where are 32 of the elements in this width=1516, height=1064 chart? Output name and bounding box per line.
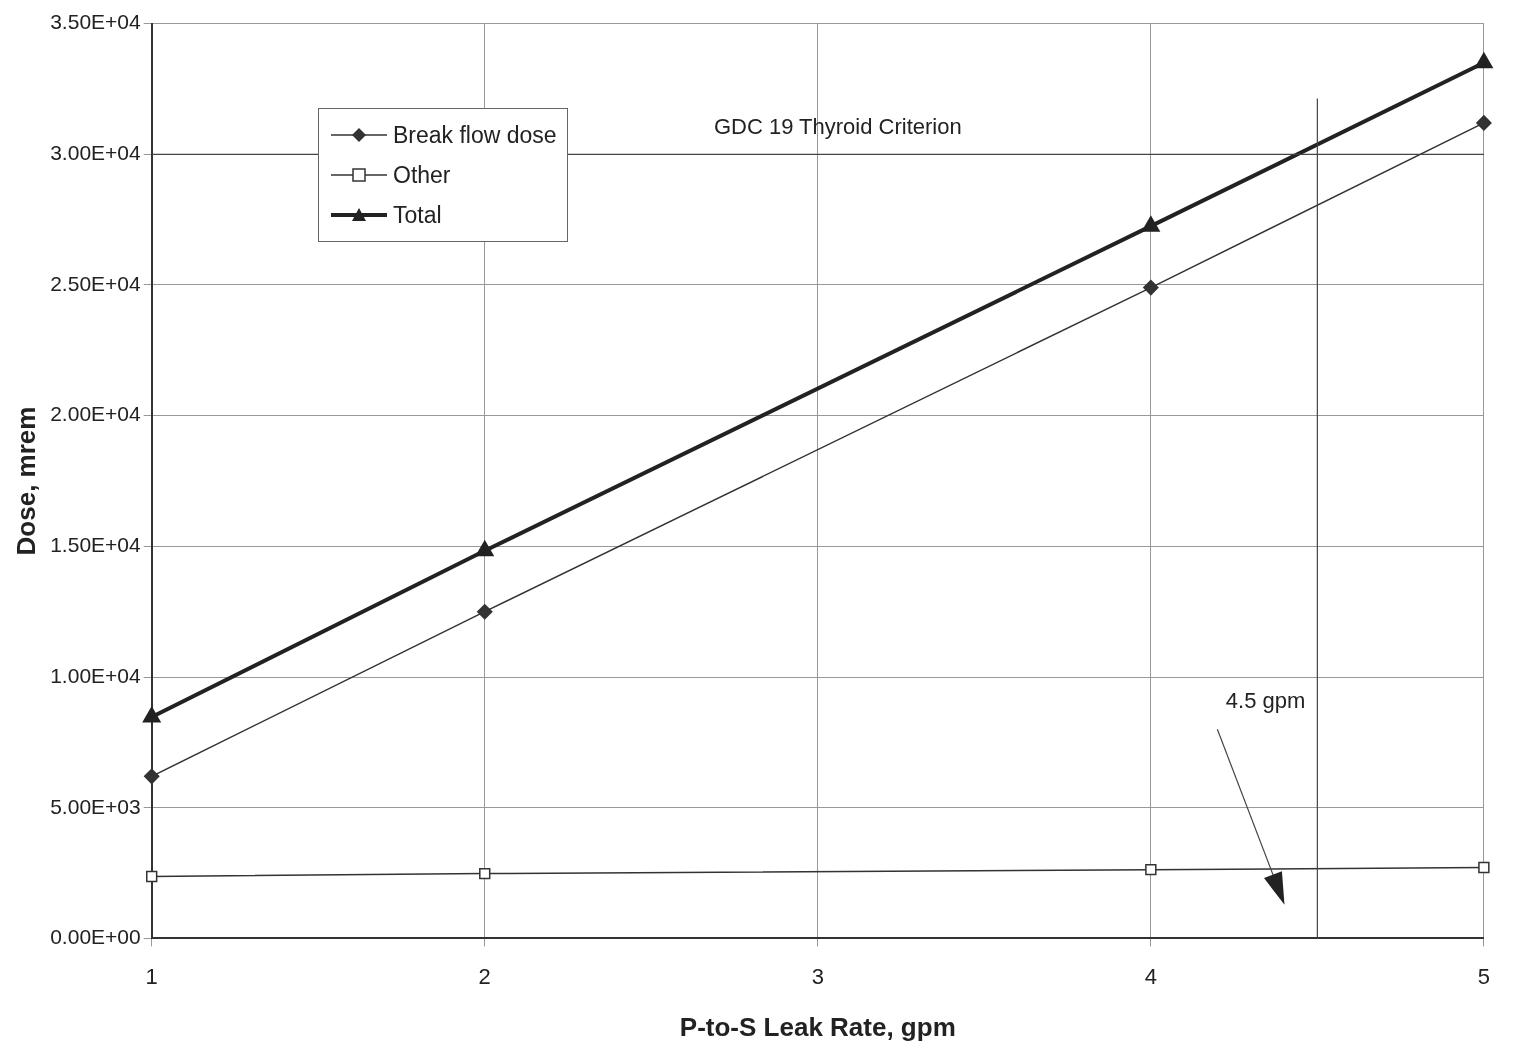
point	[476, 541, 493, 557]
point	[1145, 863, 1157, 876]
legend-label: Total	[393, 201, 442, 229]
point	[1143, 279, 1159, 296]
y-axis-title: Dose, mrem	[10, 406, 41, 556]
y-tick-label: 5.00E+03	[50, 794, 141, 818]
x-tick-label: 5	[1477, 963, 1491, 989]
point	[479, 867, 491, 880]
point	[1478, 861, 1490, 874]
y-tick-label: 2.50E+04	[50, 271, 142, 295]
x-tick-label: 1	[145, 963, 158, 989]
legend-label: Other	[393, 161, 451, 189]
y-tick-label: 2.00E+04	[50, 402, 142, 426]
point	[143, 768, 160, 785]
point	[1142, 217, 1159, 232]
point	[146, 870, 158, 883]
point	[477, 603, 493, 620]
x-axis-title: P-to-S Leak Rate, gpm	[679, 1011, 956, 1042]
ref-line-label: GDC 19 Thyroid Criterion	[713, 114, 962, 140]
y-tick-label: 1.50E+04	[50, 533, 142, 557]
ref-line-label: 4.5 gpm	[1225, 688, 1306, 714]
point	[143, 708, 160, 723]
x-tick-label: 4	[1144, 963, 1157, 989]
point	[1475, 51, 1494, 69]
y-tick-label: 0.00E+00	[50, 925, 141, 949]
x-tick-label: 3	[811, 963, 824, 989]
point	[1476, 115, 1492, 131]
y-tick-label: 1.00E+04	[50, 663, 142, 687]
legend-label: Break flow dose	[393, 121, 557, 149]
x-tick-label: 2	[478, 963, 491, 989]
y-tick-label: 3.50E+04	[50, 10, 142, 34]
y-tick-label: 3.00E+04	[50, 141, 142, 165]
